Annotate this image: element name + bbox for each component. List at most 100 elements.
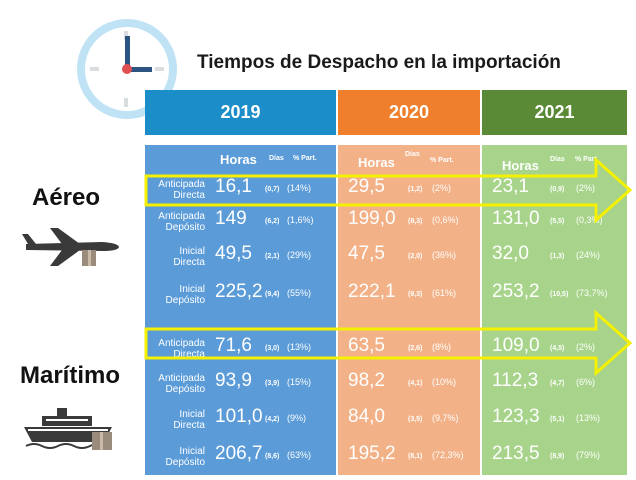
share-value: (13%): [287, 342, 312, 352]
row-label-line2: Depósito: [165, 222, 205, 233]
row-label-line1: Inicial: [179, 246, 205, 257]
days-value: (9,4): [265, 291, 280, 298]
share-value: (72,3%): [432, 450, 464, 460]
days-value: (8,6): [265, 453, 280, 460]
days-value: (8,1): [408, 453, 423, 460]
share-value: (24%): [576, 250, 601, 260]
days-value: (4,2): [265, 416, 280, 423]
days-value: (5,1): [550, 416, 565, 423]
share-value: (29%): [287, 250, 312, 260]
part-label: % Part.: [430, 157, 454, 164]
hours-value: 225,2: [215, 281, 263, 302]
days-value: (2,1): [265, 253, 280, 260]
hours-value: 213,5: [492, 443, 540, 464]
days-value: (1,3): [550, 253, 565, 260]
days-value: (3,5): [408, 416, 423, 423]
hours-value: 253,2: [492, 281, 540, 302]
row-label: Inicial Directa: [145, 409, 205, 431]
row-label: Inicial Depósito: [145, 284, 205, 306]
days-value: (8,3): [408, 218, 423, 225]
dias-label: Días: [550, 156, 565, 163]
row-label: Inicial Depósito: [145, 446, 205, 468]
column-2019: [145, 145, 336, 475]
page-title: Tiempos de Despacho en la importación: [197, 52, 561, 73]
row-label: Inicial Directa: [145, 246, 205, 268]
share-value: (14%): [287, 183, 312, 193]
hours-value: 222,1: [348, 281, 396, 302]
dias-label: Días: [405, 151, 420, 158]
hours-value: 101,0: [215, 406, 263, 427]
row-label: Anticipada Depósito: [145, 373, 205, 395]
share-value: (63%): [287, 450, 312, 460]
subheader-2020: Horas Días % Part.: [338, 150, 480, 170]
days-value: (4,7): [550, 380, 565, 387]
days-value: (1,2): [408, 186, 423, 193]
year-header-2019: 2019: [145, 90, 336, 135]
days-value: (3,9): [265, 380, 280, 387]
hours-value: 32,0: [492, 243, 529, 264]
row-label-line1: Inicial: [179, 284, 205, 295]
row-label-line2: Directa: [173, 349, 205, 360]
hours-value: 49,5: [215, 243, 252, 264]
share-value: (0,3%): [576, 215, 603, 225]
share-value: (8%): [432, 342, 452, 352]
hours-value: 29,5: [348, 176, 385, 197]
share-value: (0,6%): [432, 215, 459, 225]
airplane-icon: [22, 228, 119, 266]
mode-label-maritimo: Marítimo: [20, 362, 121, 389]
hours-value: 84,0: [348, 406, 385, 427]
share-value: (2%): [576, 183, 596, 193]
hours-value: 195,2: [348, 443, 396, 464]
share-value: (55%): [287, 288, 312, 298]
hours-value: 71,6: [215, 335, 252, 356]
hours-value: 63,5: [348, 335, 385, 356]
row-label: Anticipada Depósito: [145, 211, 205, 233]
row-label: Anticipada Directa: [145, 179, 205, 201]
share-value: (9%): [287, 413, 307, 423]
days-value: (10,5): [550, 291, 569, 298]
hours-value: 112,3: [492, 370, 539, 391]
row-label-line1: Anticipada: [158, 179, 205, 190]
column-2020: [338, 145, 480, 475]
horas-label: Horas: [502, 158, 539, 173]
days-value: (3,0): [265, 345, 280, 352]
days-value: (8,9): [550, 453, 565, 460]
dias-label: Días: [269, 155, 284, 162]
share-value: (36%): [432, 250, 457, 260]
row-label-line2: Depósito: [165, 295, 205, 306]
share-value: (10%): [432, 377, 457, 387]
hours-value: 199,0: [348, 208, 396, 229]
hours-value: 98,2: [348, 370, 385, 391]
days-value: (4,5): [550, 345, 565, 352]
year-header-2021: 2021: [482, 90, 627, 135]
hours-value: 93,9: [215, 370, 252, 391]
mode-label-aereo: Aéreo: [32, 184, 101, 211]
share-value: (73,7%): [576, 288, 608, 298]
share-value: (61%): [432, 288, 457, 298]
row-label-line1: Anticipada: [158, 338, 205, 349]
share-value: (2%): [576, 342, 596, 352]
share-value: (9,7%): [432, 413, 459, 423]
part-label: % Part.: [575, 156, 599, 163]
subheader-2019: Horas Días % Part.: [145, 150, 336, 170]
row-label: Anticipada Directa: [145, 338, 205, 360]
ship-icon: [24, 408, 112, 450]
horas-label: Horas: [220, 152, 257, 167]
days-value: (4,1): [408, 380, 423, 387]
hours-value: 16,1: [215, 176, 252, 197]
days-value: (9,3): [408, 291, 423, 298]
row-label-line1: Inicial: [179, 446, 205, 457]
row-label-line2: Depósito: [165, 457, 205, 468]
hours-value: 206,7: [215, 443, 263, 464]
share-value: (2%): [432, 183, 452, 193]
row-label-line1: Inicial: [179, 409, 205, 420]
row-label-line2: Directa: [173, 190, 205, 201]
share-value: (15%): [287, 377, 312, 387]
share-value: (13%): [576, 413, 601, 423]
row-label-line2: Directa: [173, 420, 205, 431]
part-label: % Part.: [293, 155, 317, 162]
horas-label: Horas: [358, 155, 395, 170]
row-label-line1: Anticipada: [158, 211, 205, 222]
